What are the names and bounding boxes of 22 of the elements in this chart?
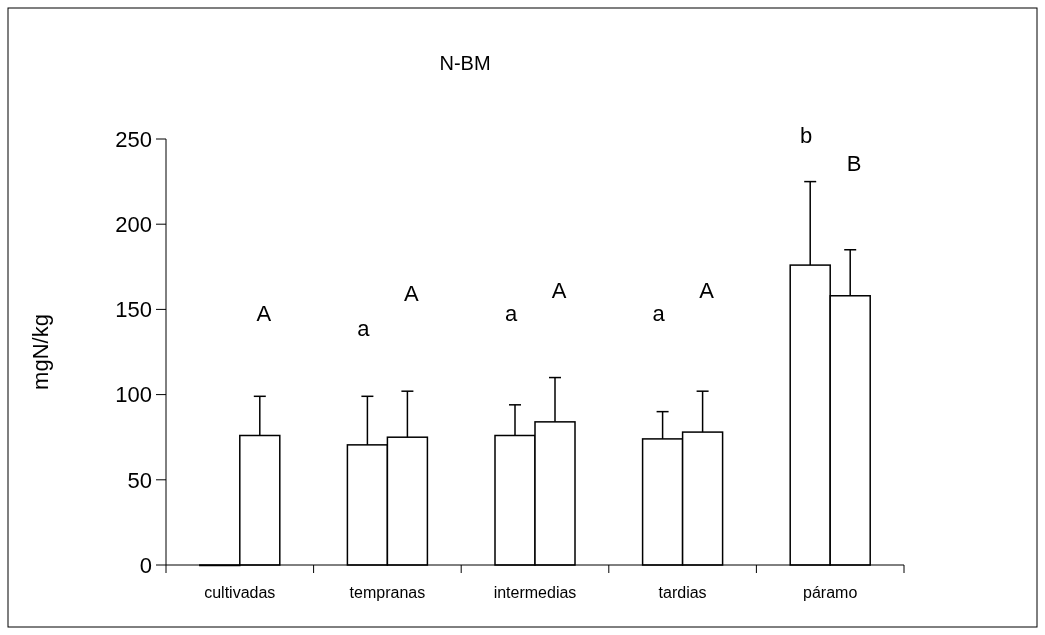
y-tick-label: 50: [127, 467, 152, 493]
x-tick-label: páramo: [803, 584, 858, 601]
annotation: A: [699, 277, 715, 303]
x-tick-label: cultivadas: [204, 584, 276, 601]
annotation: b: [800, 122, 813, 148]
y-tick-label: 250: [115, 126, 152, 152]
y-tick-label: 200: [115, 211, 152, 237]
annotation: a: [357, 315, 371, 341]
y-tick-label: 0: [139, 552, 152, 578]
annotation: a: [652, 300, 666, 326]
annotation: A: [256, 300, 272, 326]
x-tick-label: tardias: [658, 584, 707, 601]
annotation: a: [504, 300, 518, 326]
y-tick-label: 150: [115, 297, 152, 323]
annotation: A: [551, 277, 567, 303]
x-tick-label: tempranas: [349, 584, 426, 601]
annotation: A: [404, 280, 420, 306]
chart-title: N-BM: [439, 52, 491, 74]
x-tick-label: intermedias: [493, 584, 577, 601]
annotation: B: [846, 150, 862, 176]
y-tick-label: 100: [115, 382, 152, 408]
y-axis-title: mgN/kg: [28, 314, 53, 390]
